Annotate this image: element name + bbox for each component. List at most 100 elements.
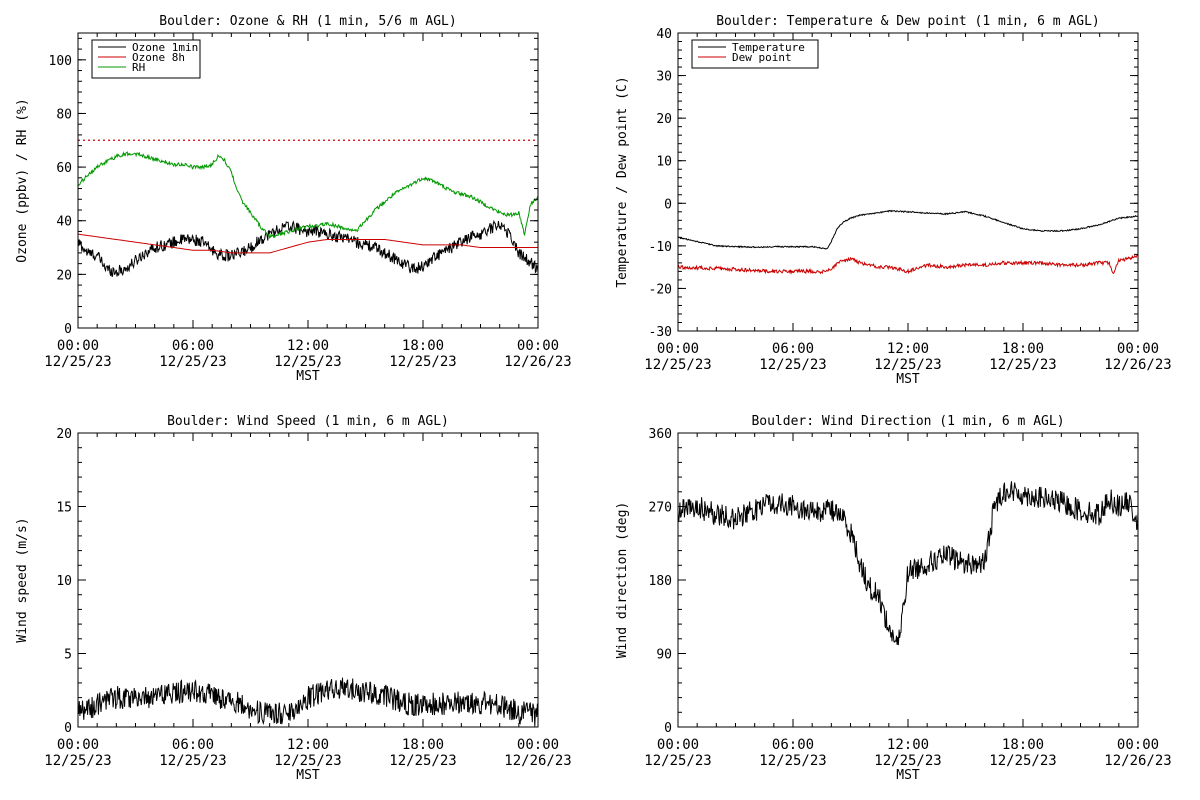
chart-title: Boulder: Ozone & RH (1 min, 5/6 m AGL) (159, 14, 456, 29)
y-tick-label: 15 (56, 501, 72, 516)
series-group (78, 139, 538, 277)
x-tick-label-date: 12/25/23 (274, 753, 341, 769)
x-tick-label-time: 12:00 (887, 341, 929, 357)
series-line-dew-point (678, 254, 1138, 275)
legend-box (691, 39, 819, 69)
x-tick-label-date: 12/25/23 (159, 753, 226, 769)
y-tick-label: 20 (56, 268, 72, 283)
y-tick-label: 0 (64, 721, 72, 736)
y-tick-label: 10 (56, 574, 72, 589)
legend-label: RH (132, 61, 145, 74)
y-axis-label: Temperature / Dew point (C) (615, 76, 630, 287)
y-tick-label: 20 (656, 112, 672, 127)
chart-panel-1: Boulder: Ozone & RH (1 min, 5/6 m AGL) Oz… (15, 14, 572, 384)
x-tick-label-time: 00:00 (57, 737, 99, 753)
x-tick-label-time: 00:00 (657, 737, 699, 753)
legend-label: Ozone 8h (132, 51, 185, 64)
x-tick-label-time: 06:00 (172, 338, 214, 354)
x-tick-label-date: 12/25/23 (44, 354, 111, 370)
x-axis-label: MST (296, 768, 320, 783)
x-tick-label-date: 12/26/23 (504, 354, 571, 370)
x-tick-label-time: 00:00 (1117, 737, 1159, 753)
y-tick-label: 0 (664, 721, 672, 736)
y-tick-label: 20 (56, 427, 72, 442)
y-tick-label: 90 (656, 648, 672, 663)
y-tick-label: -20 (649, 282, 672, 297)
y-axis-label: Ozone (ppbv) / RH (%) (15, 98, 30, 262)
y-tick-label: 40 (656, 27, 672, 42)
y-tick-label: 0 (664, 197, 672, 212)
x-tick-label-date: 12/26/23 (504, 753, 571, 769)
x-tick-label-time: 06:00 (772, 341, 814, 357)
series-line-rh (78, 150, 538, 239)
y-tick-label: 30 (656, 70, 672, 85)
x-tick-label-time: 12:00 (287, 338, 329, 354)
x-tick-label-time: 18:00 (402, 737, 444, 753)
chart-title: Boulder: Wind Direction (1 min, 6 m AGL) (751, 414, 1064, 429)
y-tick-label: 10 (656, 155, 672, 170)
y-tick-label: -10 (649, 240, 672, 255)
chart-panel-4: Boulder: Wind Direction (1 min, 6 m AGL)… (615, 414, 1172, 783)
chart-panel-2: Boulder: Temperature & Dew point (1 min,… (615, 14, 1172, 387)
x-tick-label-time: 00:00 (657, 341, 699, 357)
x-tick-label-time: 00:00 (57, 338, 99, 354)
x-tick-label-time: 18:00 (1002, 341, 1044, 357)
legend-label: Ozone 1min (132, 41, 198, 54)
x-tick-label-date: 12/25/23 (389, 354, 456, 370)
y-tick-label: 0 (64, 322, 72, 337)
series-line-data (678, 481, 1138, 646)
x-tick-label-date: 12/25/23 (759, 753, 826, 769)
chart-title: Boulder: Temperature & Dew point (1 min,… (716, 14, 1100, 29)
y-tick-label: -30 (649, 325, 672, 340)
x-axis-label: MST (896, 768, 920, 783)
x-tick-label-time: 18:00 (1002, 737, 1044, 753)
x-tick-label-time: 00:00 (1117, 341, 1159, 357)
y-tick-label: 5 (64, 648, 72, 663)
y-tick-label: 100 (49, 54, 72, 69)
x-tick-label-date: 12/25/23 (644, 753, 711, 769)
x-tick-label-date: 12/25/23 (644, 357, 711, 373)
x-tick-label-date: 12/25/23 (274, 354, 341, 370)
y-axis-label: Wind speed (m/s) (15, 517, 30, 642)
x-tick-label-date: 12/25/23 (989, 357, 1056, 373)
series-line-temperature (678, 209, 1138, 250)
x-tick-label-time: 12:00 (887, 737, 929, 753)
y-tick-label: 180 (649, 574, 672, 589)
y-tick-label: 80 (56, 107, 72, 122)
x-tick-label-date: 12/25/23 (874, 357, 941, 373)
x-axis-label: MST (896, 372, 920, 387)
x-tick-label-date: 12/26/23 (1104, 357, 1171, 373)
x-tick-label-date: 12/25/23 (759, 357, 826, 373)
series-line-ozone-8h (78, 233, 538, 254)
x-tick-label-time: 06:00 (172, 737, 214, 753)
series-line-ozone-1min (78, 219, 538, 277)
x-tick-label-date: 12/25/23 (874, 753, 941, 769)
x-tick-label-time: 12:00 (287, 737, 329, 753)
x-tick-label-time: 06:00 (772, 737, 814, 753)
x-tick-label-date: 12/25/23 (44, 753, 111, 769)
legend-box (91, 39, 201, 79)
x-axis-label: MST (296, 369, 320, 384)
plot-frame (677, 32, 1139, 332)
x-tick-label-time: 00:00 (517, 338, 559, 354)
series-group (678, 481, 1138, 646)
y-tick-label: 40 (56, 215, 72, 230)
series-group (678, 209, 1138, 275)
x-tick-label-time: 18:00 (402, 338, 444, 354)
chart-title: Boulder: Wind Speed (1 min, 6 m AGL) (167, 414, 449, 429)
legend-label: Dew point (732, 51, 792, 64)
x-tick-label-time: 00:00 (517, 737, 559, 753)
y-tick-label: 60 (56, 161, 72, 176)
legend-label: Temperature (732, 41, 805, 54)
y-tick-label: 270 (649, 501, 672, 516)
x-tick-label-date: 12/25/23 (989, 753, 1056, 769)
plot-frame (77, 432, 539, 728)
x-tick-label-date: 12/25/23 (159, 354, 226, 370)
series-line-data (78, 677, 538, 727)
y-tick-label: 360 (649, 427, 672, 442)
y-axis-label: Wind direction (deg) (615, 502, 630, 659)
